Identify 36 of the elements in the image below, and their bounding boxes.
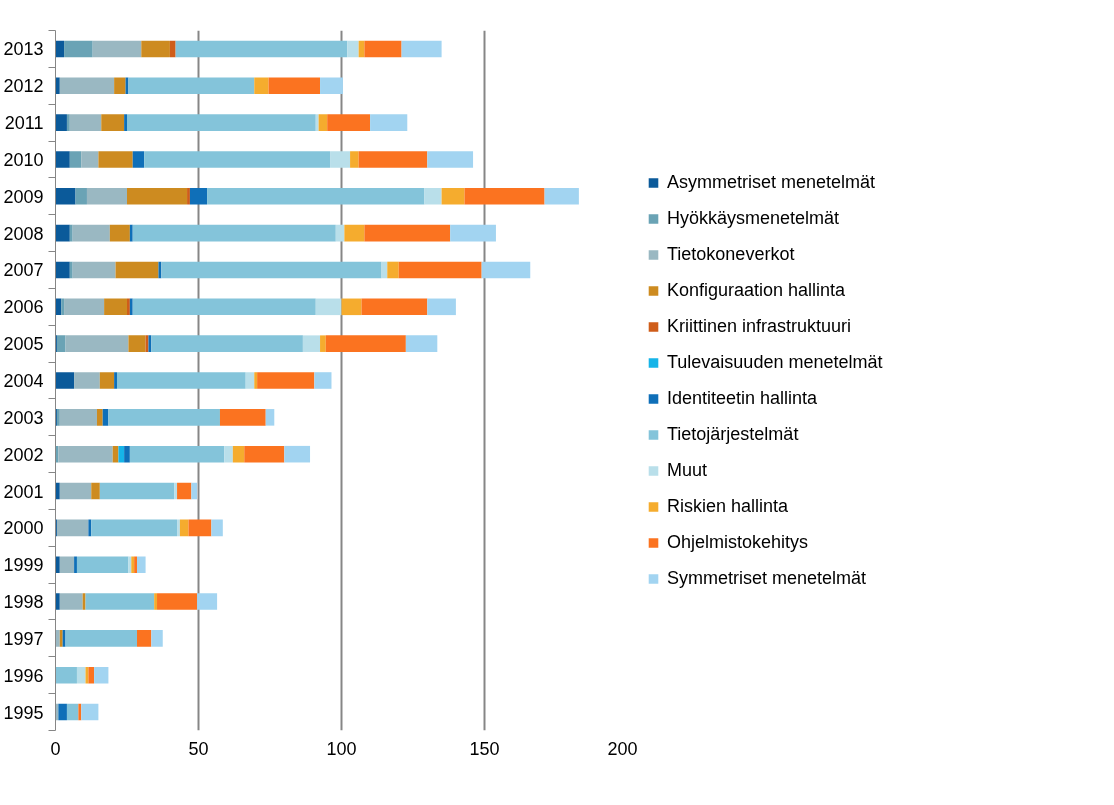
y-tick-label: 2002 <box>3 444 44 465</box>
legend-label: Muut <box>667 459 708 481</box>
legend-label: Tietojärjestelmät <box>667 423 799 445</box>
legend-label: Konfiguraation hallinta <box>667 279 846 301</box>
y-tick-label: 2001 <box>3 481 44 502</box>
y-tick-label: 2012 <box>3 76 44 97</box>
x-tick-label: 0 <box>50 738 61 759</box>
y-tick-label: 2006 <box>3 297 44 318</box>
legend-label: Asymmetriset menetelmät <box>667 171 876 193</box>
legend-label: Ohjelmistokehitys <box>667 531 809 553</box>
y-tick-label: 2009 <box>3 186 44 207</box>
y-tick-label: 2000 <box>3 518 44 539</box>
x-tick-label: 150 <box>469 738 500 759</box>
legend-label: Tietokoneverkot <box>667 243 795 265</box>
y-tick-label: 1995 <box>3 702 44 723</box>
legend-label: Symmetriset menetelmät <box>667 567 867 589</box>
legend-label: Tulevaisuuden menetelmät <box>667 351 883 373</box>
y-tick-label: 2008 <box>3 223 44 244</box>
y-tick-label: 2007 <box>3 260 44 281</box>
legend-label: Riskien hallinta <box>667 495 789 517</box>
x-tick-label: 50 <box>188 738 209 759</box>
y-tick-label: 1998 <box>3 592 44 613</box>
x-tick-label: 100 <box>326 738 357 759</box>
y-tick-label: 2005 <box>3 334 44 355</box>
y-tick-label: 2004 <box>3 371 44 391</box>
y-tick-label: 1997 <box>3 628 44 649</box>
y-tick-label: 2013 <box>3 39 44 60</box>
y-tick-label: 2003 <box>3 407 44 428</box>
legend-label: Hyökkäysmenetelmät <box>667 207 840 229</box>
x-tick-label: 200 <box>607 738 638 759</box>
legend-label: Kriittinen infrastruktuuri <box>667 315 852 337</box>
y-tick-label: 2010 <box>3 149 44 170</box>
y-tick-label: 1999 <box>3 555 44 576</box>
y-tick-label: 1996 <box>3 665 44 686</box>
y-tick-label: 2011 <box>4 113 44 134</box>
legend-label: Identiteetin hallinta <box>667 387 818 409</box>
